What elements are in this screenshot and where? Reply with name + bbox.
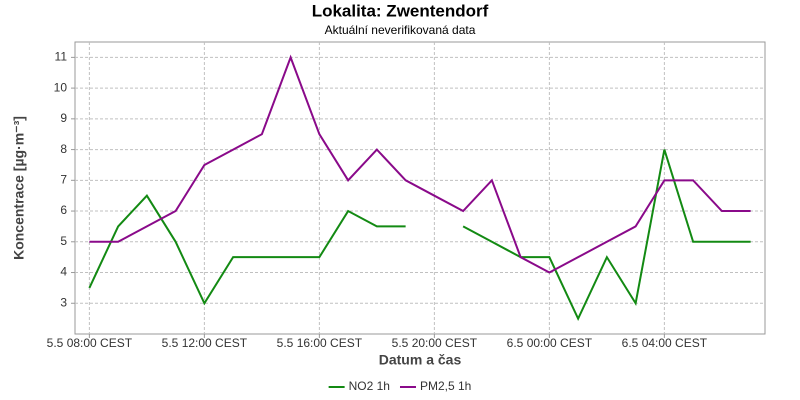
- chart-title: Lokalita: Zwentendorf: [312, 1, 489, 20]
- y-tick-label: 9: [60, 111, 67, 125]
- y-tick-label: 3: [60, 295, 67, 309]
- chart-subtitle: Aktuální neverifikovaná data: [325, 23, 476, 37]
- series-line: [89, 54, 751, 274]
- x-tick-label: 5.5 08:00 CEST: [47, 336, 133, 350]
- y-tick-label: 6: [60, 203, 67, 217]
- y-axis-label: Koncentrace [µg·m⁻³]: [11, 116, 27, 260]
- x-tick-label: 6.5 04:00 CEST: [622, 336, 708, 350]
- y-tick-label: 4: [60, 265, 67, 279]
- y-tick-label: 11: [55, 50, 68, 64]
- legend-label: PM2,5 1h: [420, 379, 471, 393]
- legend-label: NO2 1h: [349, 379, 390, 393]
- x-tick-label: 5.5 20:00 CEST: [392, 336, 478, 350]
- series-line: [462, 149, 751, 321]
- x-axis-label: Datum a čas: [379, 352, 462, 368]
- y-tick-label: 7: [60, 172, 67, 186]
- x-tick-label: 5.5 16:00 CEST: [277, 336, 363, 350]
- x-tick-label: 5.5 12:00 CEST: [162, 336, 248, 350]
- y-tick-label: 5: [60, 234, 67, 248]
- y-tick-label: 10: [54, 80, 68, 94]
- y-tick-label: 8: [60, 142, 67, 156]
- x-tick-label: 6.5 00:00 CEST: [507, 336, 593, 350]
- series-line: [88, 194, 406, 306]
